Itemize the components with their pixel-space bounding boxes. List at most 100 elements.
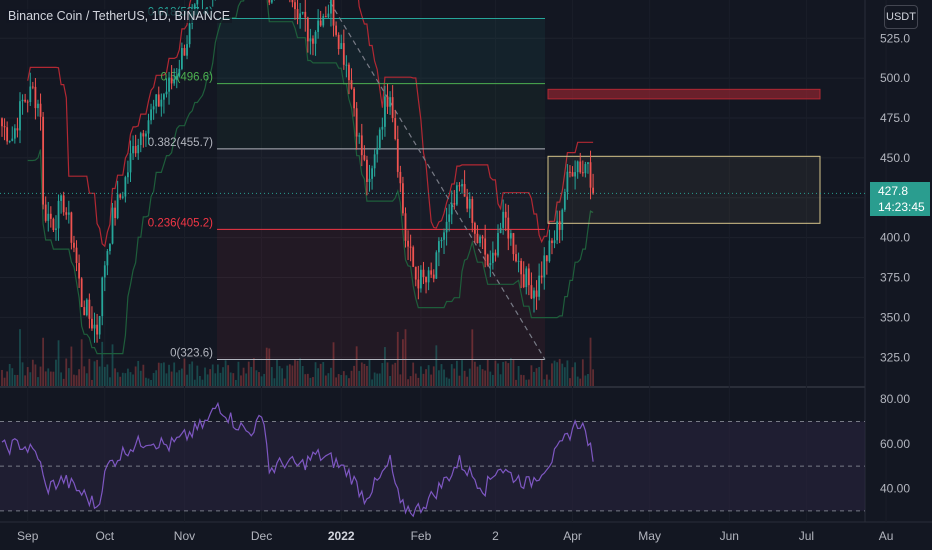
- volume-bar: [70, 346, 73, 386]
- price-tick-label: 375.0: [880, 271, 910, 285]
- candle-body: [193, 4, 196, 14]
- last-price-badge: 427.8 14:23:45: [870, 182, 930, 216]
- candle-body: [157, 94, 160, 107]
- volume-bar: [201, 379, 204, 386]
- volume-bar: [252, 358, 255, 386]
- candle-body: [312, 38, 314, 44]
- candle-body: [533, 290, 535, 299]
- volume-bar: [242, 367, 245, 386]
- volume-bar: [589, 337, 592, 386]
- volume-bar: [21, 362, 24, 386]
- currency-badge[interactable]: USDT: [884, 5, 918, 29]
- time-tick-label: 2: [492, 529, 499, 543]
- volume-bar: [273, 378, 276, 386]
- candle-body: [139, 133, 142, 146]
- last-price-value: 427.8: [878, 184, 909, 198]
- volume-bar: [458, 375, 461, 386]
- volume-bar: [332, 342, 335, 386]
- candle-body: [473, 222, 476, 234]
- candle-body: [584, 164, 587, 174]
- volume-bar: [587, 373, 589, 386]
- candle-body: [294, 2, 296, 10]
- volume-bar: [155, 370, 158, 386]
- candle-body: [378, 129, 381, 148]
- candle-body: [520, 260, 523, 275]
- time-tick-label: Feb: [411, 529, 432, 543]
- candle-body: [425, 276, 427, 283]
- candle-body: [85, 299, 88, 316]
- candle-body: [317, 20, 320, 32]
- volume-bar: [515, 379, 517, 386]
- candle-body: [24, 99, 27, 102]
- volume-bar: [55, 359, 57, 386]
- candle-body: [337, 34, 340, 50]
- volume-bar: [80, 339, 83, 386]
- volume-bar: [142, 364, 145, 386]
- volume-bar: [111, 344, 114, 386]
- volume-bar: [551, 363, 553, 386]
- candle-body: [111, 207, 114, 244]
- candle-body: [587, 162, 589, 165]
- volume-bar: [499, 374, 502, 386]
- candle-body: [512, 233, 515, 255]
- candle-body: [579, 161, 582, 173]
- volume-bar: [214, 373, 217, 386]
- volume-bar: [525, 379, 528, 386]
- candle-body: [389, 97, 391, 107]
- volume-bar: [34, 364, 37, 386]
- candle-body: [540, 275, 543, 278]
- volume-bar: [576, 376, 579, 386]
- price-tick-label: 525.0: [880, 31, 910, 45]
- candle-body: [134, 146, 137, 154]
- volume-bar: [31, 359, 34, 386]
- trendline[interactable]: [329, 1, 546, 360]
- volume-bar: [376, 373, 379, 386]
- volume-bar: [60, 372, 63, 386]
- volume-bar: [412, 362, 415, 386]
- candle-body: [430, 270, 433, 275]
- volume-bar: [278, 366, 281, 386]
- volume-bar: [435, 345, 438, 386]
- volume-bar: [294, 360, 296, 386]
- rsi-axis[interactable]: 80.00 60.00 40.00: [880, 392, 910, 495]
- volume-bar: [455, 360, 458, 386]
- volume-bar: [301, 365, 304, 386]
- time-tick-label: Sep: [17, 529, 39, 543]
- volume-bar: [57, 340, 60, 386]
- volume-bar: [342, 371, 345, 386]
- fib-level-label: 0(323.6): [170, 348, 213, 360]
- rsi-tick-label: 80.00: [880, 392, 910, 406]
- volume-bar: [566, 360, 569, 386]
- volume-bar: [65, 358, 68, 386]
- fib-zone: [217, 229, 545, 360]
- volume-bar: [507, 363, 510, 386]
- candle-body: [37, 103, 39, 109]
- volume-bar: [461, 360, 463, 386]
- candle-body: [409, 246, 412, 248]
- symbol-title[interactable]: Binance Coin / TetherUS, 1D, BINANCE: [6, 9, 233, 23]
- volume-bar: [296, 360, 299, 386]
- candle-body: [443, 232, 445, 240]
- volume-bar: [425, 369, 427, 386]
- candle-body: [296, 9, 299, 19]
- candle-body: [468, 199, 471, 209]
- volume-bar: [504, 361, 507, 386]
- candle-body: [502, 211, 505, 228]
- volume-bar: [8, 363, 11, 386]
- volume-bar: [558, 358, 561, 386]
- candle-body: [553, 240, 556, 244]
- candle-body: [453, 203, 456, 205]
- volume-bar: [29, 372, 32, 386]
- candle-body: [306, 17, 309, 42]
- volume-bar: [553, 360, 556, 386]
- candle-body: [93, 324, 96, 329]
- volume-bar: [206, 374, 209, 386]
- time-axis[interactable]: Sep Oct Nov Dec 2022 Feb 2 Apr May Jun Jul Au: [17, 529, 893, 543]
- candle-body: [11, 138, 14, 141]
- volume-bar: [522, 375, 525, 386]
- candle-body: [420, 269, 422, 289]
- candle-body: [127, 172, 129, 178]
- volume-bar: [106, 364, 109, 386]
- price-axis[interactable]: 525.0500.0475.0450.0425.0400.0375.0350.0…: [880, 31, 910, 364]
